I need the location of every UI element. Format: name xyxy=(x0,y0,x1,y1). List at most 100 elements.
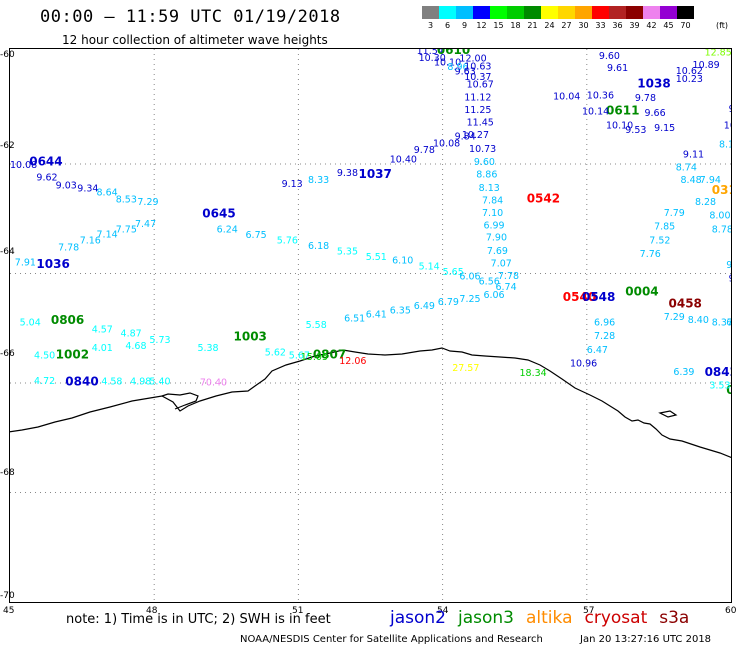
wave-height-value: 8.48 xyxy=(681,175,702,186)
antarctic-coastline xyxy=(10,347,731,459)
legend-label: 30 xyxy=(578,21,589,30)
wave-height-value: 11.25 xyxy=(464,105,491,116)
wave-height-value: 7.94 xyxy=(700,175,721,186)
wave-height-value: 9.38 xyxy=(337,168,358,179)
legend-label: 36 xyxy=(612,21,623,30)
legend-swatch-9 xyxy=(558,6,575,19)
wave-height-value: 9.78 xyxy=(635,93,656,104)
wave-height-value: 15.05 xyxy=(301,352,328,363)
legend-label: 6 xyxy=(444,21,451,30)
pass-time-label: 0807 xyxy=(313,347,346,361)
lon-label: 57 xyxy=(583,606,595,616)
wave-height-value: 4.98 xyxy=(130,377,151,388)
legend-labels: 3 6 9 12 15 18 21 24 27 30 33 36 39 42 4… xyxy=(422,21,694,30)
satellite-altika: altika xyxy=(526,608,573,628)
lat-label: -64 xyxy=(0,247,15,257)
wave-height-value: 7.47 xyxy=(135,219,156,230)
wave-height-value: 8.40 xyxy=(688,315,709,326)
wave-height-value: 10.23 xyxy=(676,74,703,85)
wave-height-value: 10.04 xyxy=(553,91,580,102)
legend-label: 70 xyxy=(680,21,691,30)
wave-height-value: 27.57 xyxy=(452,363,479,374)
wave-height-value: 5.67 xyxy=(289,350,310,361)
wave-height-value: 10.02 xyxy=(724,120,731,131)
wave-height-value: 7.52 xyxy=(649,235,670,246)
legend-swatch-6 xyxy=(507,6,524,19)
wave-height-value: 9.78 xyxy=(414,145,435,156)
wave-height-value: 8.13 xyxy=(719,140,731,151)
pass-time-label: 1038 xyxy=(637,76,670,90)
wave-height-value: 10.40 xyxy=(390,154,417,165)
wave-height-value: 6.47 xyxy=(587,345,608,356)
lat-label: -70 xyxy=(0,591,15,601)
wave-height-value: 9.66 xyxy=(644,108,665,119)
pass-time-label: 0004 xyxy=(625,284,658,298)
lon-label: 51 xyxy=(292,606,304,616)
map-title: 00:00 – 11:59 UTC 01/19/2018 xyxy=(40,7,341,27)
wave-height-value: 6.99 xyxy=(483,221,504,232)
pass-time-label: 0842 xyxy=(705,365,731,379)
legend-label: 42 xyxy=(646,21,657,30)
wave-height-value: 5.62 xyxy=(265,348,286,359)
wave-height-value: 8.64 xyxy=(97,188,118,199)
graticule xyxy=(10,49,731,602)
wave-height-value: 5.58 xyxy=(306,320,327,331)
wave-height-value: 5.40 xyxy=(149,377,170,388)
wave-height-value: 7.25 xyxy=(459,294,480,305)
wave-height-value: 10.10 xyxy=(606,120,633,131)
wave-height-value: 4.58 xyxy=(101,377,122,388)
wave-height-value: 7.91 xyxy=(15,257,36,268)
pass-time-label: 1003 xyxy=(234,329,267,343)
wave-height-value: 18.34 xyxy=(520,368,547,379)
wave-height-value: 6.06 xyxy=(483,290,504,301)
credit-line: NOAA/NESDIS Center for Satellite Applica… xyxy=(240,634,543,645)
wave-height-value: 6.56 xyxy=(479,276,500,287)
wave-height-value: 9.16 xyxy=(729,274,731,285)
legend-label: 3 xyxy=(427,21,434,30)
wave-height-value: 8.78 xyxy=(712,224,731,235)
pass-time-label: 08 xyxy=(726,383,731,397)
legend-label: 18 xyxy=(510,21,521,30)
legend-label: 39 xyxy=(629,21,640,30)
wave-height-value: 6.18 xyxy=(308,241,329,252)
satellite-legend: jason2 jason3 altika cryosat s3a xyxy=(390,608,689,628)
coast-island xyxy=(658,410,678,418)
lon-label: 60 xyxy=(725,606,737,616)
wave-height-value: 8.13 xyxy=(479,183,500,194)
wave-height-value: 5.38 xyxy=(197,343,218,354)
lat-label: -62 xyxy=(0,141,15,151)
wave-height-value: 6.79 xyxy=(438,297,459,308)
lat-label: -68 xyxy=(0,468,15,478)
legend-swatch-2 xyxy=(439,6,456,19)
wave-height-value: 7.76 xyxy=(640,249,661,260)
wave-height-value: 4.68 xyxy=(125,341,146,352)
wave-height-value: 10.08 xyxy=(433,138,460,149)
wave-height-value: 6.74 xyxy=(495,282,516,293)
lat-label: -66 xyxy=(0,349,15,359)
satellite-jason2: jason2 xyxy=(390,608,446,628)
pass-time-label: 0610 xyxy=(437,49,470,57)
lon-label: 48 xyxy=(146,606,158,616)
legend-swatch-11 xyxy=(592,6,609,19)
wave-height-value: 6.75 xyxy=(246,230,267,241)
wave-height-value: 4.57 xyxy=(92,325,113,336)
wave-height-labels: 11.54061010.3010.108.9612.0010.639.6310.… xyxy=(10,49,731,397)
pass-time-label: 1036 xyxy=(36,257,69,271)
wave-height-value: 6.35 xyxy=(390,305,411,316)
footnote: note: 1) Time is in UTC; 2) SWH is in fe… xyxy=(66,612,331,627)
wave-height-value: 10.37 xyxy=(464,72,491,83)
wave-height-value: 10.27 xyxy=(462,130,489,141)
pass-time-label: 0806 xyxy=(51,313,84,327)
wave-height-value: 9.61 xyxy=(607,63,628,74)
wave-height-value: 6.49 xyxy=(414,301,435,312)
wave-height-value: 10.63 xyxy=(464,61,491,72)
wave-height-value: 9.62 xyxy=(36,172,57,183)
wave-height-value: 10.73 xyxy=(469,144,496,155)
wave-height-value: 8.96 xyxy=(447,62,468,73)
pass-time-label: 0313 xyxy=(712,183,731,197)
wave-height-value: 5.65 xyxy=(443,267,464,278)
wave-height-value: 8.33 xyxy=(308,175,329,186)
legend-swatch-15 xyxy=(660,6,677,19)
pass-time-label: 0644 xyxy=(29,155,62,169)
wave-height-value: 8.00 xyxy=(709,211,730,222)
